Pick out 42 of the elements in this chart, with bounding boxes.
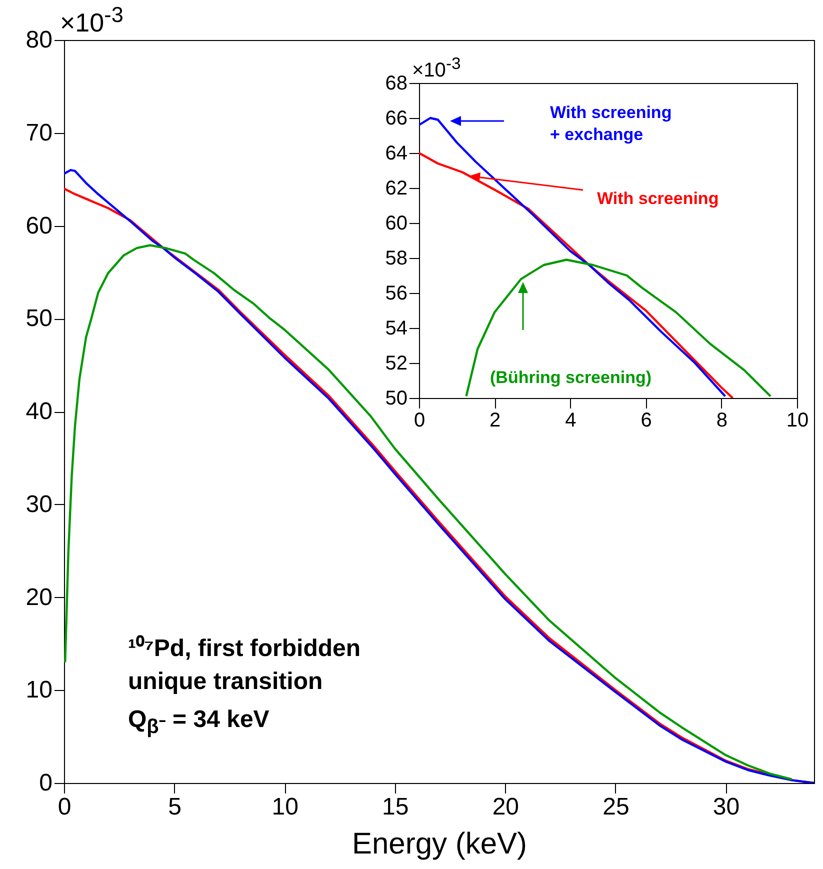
y-tick-label: 60 xyxy=(26,212,52,240)
x-tick-label: 10 xyxy=(786,410,809,432)
annotation: ×10$^{-3}$ xyxy=(412,54,461,83)
annotation: unique transition xyxy=(128,668,323,696)
y-tick-label: 50 xyxy=(26,305,52,332)
x-tick-label: 6 xyxy=(640,410,652,432)
y-tick-label: 56 xyxy=(385,282,408,304)
series-label: (Bühring screening) xyxy=(490,368,652,387)
text: With screening xyxy=(597,189,719,208)
y-tick-label: 54 xyxy=(385,318,408,340)
x-tick-label: 15 xyxy=(382,794,409,820)
y-tick-label: 66 xyxy=(385,108,408,130)
y-tick-label: 30 xyxy=(26,490,52,518)
y-tick-label: 52 xyxy=(385,352,408,374)
x-tick-label: 5 xyxy=(168,794,182,820)
x-tick-label: 30 xyxy=(712,794,740,820)
annotation: ¹⁰⁷Pd, first forbidden xyxy=(128,634,361,663)
y-tick-label: 70 xyxy=(26,119,52,146)
y-tick-label: 50 xyxy=(385,388,408,410)
y-tick-label: 60 xyxy=(385,212,408,234)
y-tick-label: 62 xyxy=(385,178,408,200)
y-tick-label: 68 xyxy=(385,72,408,94)
y-tick-label: 80 xyxy=(26,26,52,54)
x-tick-label: 10 xyxy=(272,794,298,820)
y-tick-label: 64 xyxy=(385,142,408,164)
y-tick-label: 0 xyxy=(39,770,52,796)
x-axis-title: Energy (keV) xyxy=(352,828,528,860)
x-tick-label: 0 xyxy=(414,410,426,432)
y-tick-label: 58 xyxy=(385,248,408,270)
y-tick-label: 20 xyxy=(26,584,52,611)
x-tick-label: 20 xyxy=(492,794,520,820)
line-series xyxy=(465,258,772,398)
x-tick-label: 2 xyxy=(490,410,501,432)
text: ×10$^{-3}$ xyxy=(60,2,124,39)
y-tick-label: 40 xyxy=(26,398,52,425)
x-tick-label: 4 xyxy=(565,410,576,432)
x-tick-label: 25 xyxy=(602,794,630,820)
x-tick-label: 8 xyxy=(716,410,728,432)
text: With screening + exchange xyxy=(550,103,672,144)
x-tick-label: 0 xyxy=(58,794,72,820)
annotation: Q$_{β⁻}$ = 34 keV xyxy=(128,706,270,739)
y-tick-label: 10 xyxy=(26,676,52,704)
